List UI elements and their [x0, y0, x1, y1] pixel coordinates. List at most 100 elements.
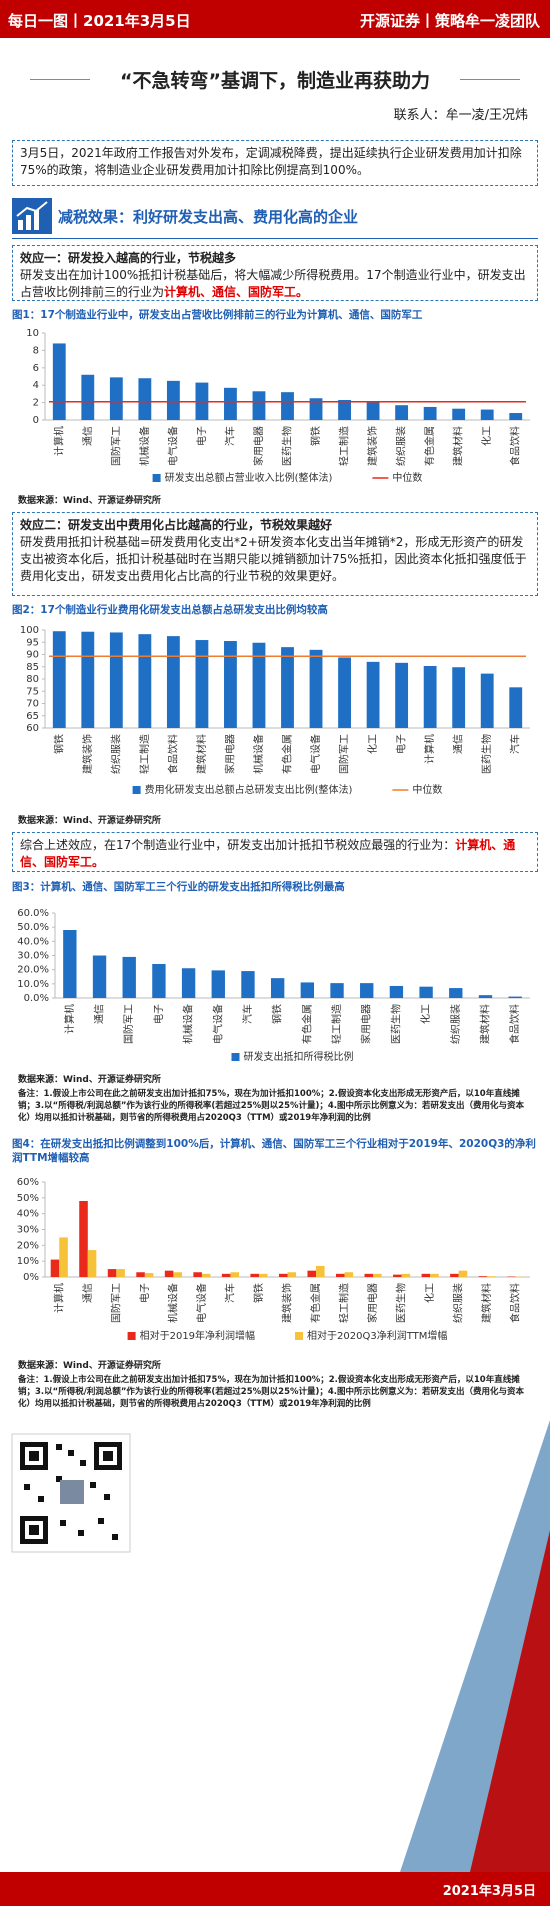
x-tick-label: 机械设备: [252, 734, 265, 774]
title-rule: [30, 79, 90, 80]
x-tick-label: 国防军工: [338, 734, 351, 774]
bar: [107, 1269, 117, 1277]
bar: [480, 673, 494, 728]
y-tick-label: 20.0%: [17, 965, 49, 976]
section-title: 减税效果：利好研发支出高、费用化高的企业: [58, 208, 359, 226]
bar: [480, 409, 494, 420]
bar: [138, 634, 152, 728]
figure-caption: 图3：计算机、通信、国防军工三个行业的研发支出抵扣所得税比例最高: [12, 881, 345, 893]
source: 数据来源：Wind、开源证券研究所: [18, 496, 161, 506]
x-tick-label: 通信: [453, 734, 465, 754]
x-tick-label: 国防军工: [109, 1283, 122, 1323]
x-tick-label: 国防军工: [109, 426, 122, 466]
bar: [430, 1273, 439, 1277]
x-tick-label: 家用电器: [366, 1283, 379, 1323]
bar: [81, 631, 95, 728]
note: 备注：1.假设上市公司在此之前研发支出加计抵扣75%，现在为加计抵扣100%；2…: [18, 1089, 525, 1123]
legend-label: 中位数: [412, 783, 442, 796]
bar: [452, 667, 466, 728]
legend-label: 相对于2019年净利润增幅: [140, 1329, 255, 1342]
source: 数据来源：Wind、开源证券研究所: [18, 1361, 161, 1371]
effect1-title: 效应一：研发投入越高的行业，节税越多: [20, 251, 237, 265]
bar: [423, 406, 437, 420]
x-tick-label: 通信: [82, 1283, 94, 1303]
bar: [50, 1259, 60, 1277]
y-tick-label: 10: [26, 328, 39, 339]
legend-label: 中位数: [392, 471, 422, 484]
x-tick-label: 家用电器: [223, 734, 236, 774]
bar: [252, 391, 266, 420]
legend-swatch: [295, 1332, 304, 1340]
chart: 0 2 4 6 8 10 计算机 通信 国防军工 机械设备 电气设备 电子 汽车 家用电器 医药生物 钢铁 轻工…: [26, 328, 530, 484]
legend-swatch: [132, 786, 141, 794]
x-tick-label: 建筑装饰: [81, 734, 94, 774]
header-right: 开源证券丨策略牟一凌团队: [359, 12, 540, 30]
header-bar: 每日一图丨2021年3月5日 开源证券丨策略牟一凌团队: [0, 0, 550, 38]
page-title: “不急转弯”基调下，制造业再获助力: [120, 70, 430, 92]
summary-text: 综合上述效应，在17个制造业行业中，研发支出加计抵扣节税效应最强的行业为：: [20, 838, 456, 852]
bar: [393, 1274, 402, 1277]
x-tick-label: 家用电器: [252, 426, 265, 466]
bar: [330, 983, 344, 998]
legend-swatch: [231, 1053, 240, 1061]
footer-date: 2021年3月5日: [442, 1884, 536, 1899]
bar: [144, 1273, 154, 1277]
y-tick-label: 90: [26, 650, 39, 661]
bar: [401, 1273, 411, 1277]
x-tick-label: 有色金属: [309, 1283, 322, 1323]
bar: [287, 1272, 297, 1277]
figure-caption: 图4：在研发支出抵扣比例调整到100%后，计算机、通信、国防军工三个行业相对于2…: [12, 1138, 536, 1164]
x-tick-label: 纺织服装: [449, 1004, 462, 1044]
chart: 0.0% 10.0% 20.0% 30.0% 40.0% 50.0% 60.0% 计算机 通信国…: [17, 908, 530, 1063]
y-tick-label: 95: [26, 637, 39, 648]
x-tick-label: 建筑材料: [478, 1004, 491, 1044]
bar: [87, 1250, 97, 1277]
x-tick-label: 汽车: [223, 426, 236, 446]
x-tick-label: 钢铁: [309, 426, 322, 446]
bar: [109, 632, 123, 728]
bar: [152, 964, 166, 998]
effect1-text: 研发支出在加计100%抵扣计税基础后，将大幅减少所得税费用。17个制造业行业中，…: [20, 268, 526, 299]
effect1-highlight: 计算机、通信、国防军工。: [164, 285, 309, 299]
title-rule: [460, 79, 520, 80]
bar: [478, 1276, 488, 1277]
contact: 联系人：牟一凌/王况炜: [393, 108, 528, 123]
bar: [224, 641, 237, 728]
bar: [221, 1273, 231, 1277]
bar: [224, 387, 237, 420]
effect2-text: 研发费用抵扣计税基础=研发费用化支出*2+研发资本化支出当年摊销*2，形成无形资…: [20, 535, 527, 583]
x-tick-label: 有色金属: [281, 734, 294, 774]
x-tick-label: 机械设备: [166, 1283, 179, 1323]
x-tick-label: 有色金属: [423, 426, 436, 466]
bar: [122, 956, 136, 998]
bar: [344, 1272, 354, 1277]
bar: [419, 986, 433, 998]
x-tick-label: 建筑材料: [480, 1283, 493, 1323]
bar: [395, 405, 409, 420]
x-tick-label: 建筑装饰: [366, 426, 379, 466]
bar: [336, 1273, 345, 1277]
y-tick-label: 60%: [17, 1177, 39, 1188]
bar: [166, 636, 180, 728]
bar: [450, 1273, 459, 1277]
y-tick-label: 50%: [17, 1193, 39, 1204]
bar: [452, 408, 466, 420]
bar: [164, 1270, 174, 1277]
section-icon: [12, 198, 52, 234]
x-tick-label: 化工: [480, 426, 493, 446]
x-tick-label: 医药生物: [281, 426, 294, 466]
x-tick-label: 食品饮料: [509, 426, 522, 466]
x-tick-label: 电子: [138, 1283, 151, 1303]
bar: [364, 1273, 374, 1277]
footer-art: [0, 1420, 550, 1906]
bar: [63, 930, 77, 998]
bar: [508, 996, 522, 998]
source: 数据来源：Wind、开源证券研究所: [18, 1075, 161, 1085]
x-tick-label: 计算机: [423, 734, 436, 764]
note: 备注：1.假设上市公司在此之前研发支出加计抵扣75%，现在为加计抵扣100%；2…: [18, 1375, 525, 1409]
y-tick-label: 40.0%: [17, 936, 49, 947]
bar: [59, 1237, 68, 1277]
x-tick-label: 食品饮料: [509, 1283, 522, 1323]
y-tick-label: 70: [26, 699, 39, 710]
bar: [138, 378, 152, 420]
